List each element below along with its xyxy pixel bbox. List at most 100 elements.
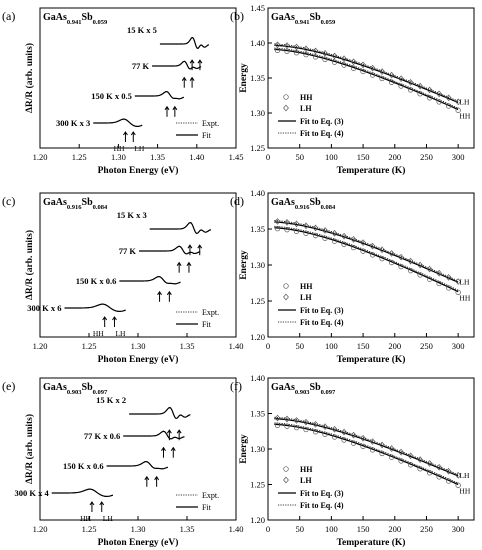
lh-point [341,428,347,436]
lh-point [284,219,290,226]
hh-point [388,454,395,460]
lh-point [379,246,385,254]
legend-label: HH [300,282,313,291]
lh-point [426,86,433,94]
y-tick-label: 1.25 [250,143,265,153]
y-tick-label: 1.30 [250,444,265,454]
y-axis-label: ΔR/R (arb. units) [24,414,35,484]
x-tick-label: 200 [388,152,401,162]
x-tick-label: 150 [357,524,370,534]
lh-point [312,47,319,55]
x-tick-label: 1.30 [131,524,146,534]
lh-point [436,269,442,277]
hh-point [398,458,404,464]
legend-label: LH [300,476,312,485]
compound-title: GaAs0.941Sb0.059 [43,12,108,26]
hh-point [445,478,452,484]
chart-panel-c: (c) GaAs0.916Sb0.084 1.20 1.25 1.30 1.35 1.40 P… [2,192,243,365]
lh-point [284,42,290,49]
x-tick-label: 1.25 [82,524,97,534]
spectrum-label: 300 K x 3 [56,118,90,128]
title-subscript: 0.941 [295,19,310,26]
lh-point [388,445,395,452]
lh-point [341,55,347,63]
lh-mark: LH [115,329,126,338]
end-label-hh: HH [459,112,470,121]
spectrum-fit [93,118,143,128]
fit-eq3-hh [274,227,459,293]
x-tick-label: 1.45 [229,152,244,162]
title-element: Sb [82,382,94,393]
y-tick-label: 1.35 [250,409,265,419]
fit-eq4-lh [274,220,459,282]
end-label-lh: LH [459,98,470,107]
panel-label: (b) [230,9,244,23]
spectrum-fit [51,488,114,498]
compound-title: GaAs0.941Sb0.059 [271,12,336,26]
lh-point [331,425,338,433]
spectrum-fit [152,60,202,70]
hh-point [360,68,366,75]
arrow-head [112,316,117,321]
arrow-head [164,105,170,111]
spectrum-fit [138,245,201,255]
spectrum-label: 15 K x 5 [127,25,157,35]
title-element: GaAs [271,197,295,208]
lh-point [436,90,442,98]
lh-point [303,418,309,426]
legend-label-fit: Fit [202,320,212,329]
plot-frame [267,192,475,338]
lh-point [360,61,366,69]
lh-point [407,79,414,86]
legend-marker-lh [283,293,289,301]
x-tick-label: 1.25 [72,152,87,162]
legend-marker-hh [283,94,289,100]
legend-label: Fit to Eq. (4) [300,318,344,327]
hh-point [417,466,423,472]
x-tick-label: 1.20 [33,524,48,534]
hh-point [293,50,300,56]
chart-panel-a: (a) GaAs0.941Sb0.059 1.20 1.25 1.30 1.35 1.40 1… [2,7,244,176]
lh-point [388,71,395,79]
y-axis-label: ΔR/R (arb. units) [24,43,35,113]
arrow-head [144,475,150,481]
hh-point [303,426,309,433]
x-axis-label: Photon Energy (eV) [98,537,179,548]
panel-label: (c) [2,194,15,208]
legend-marker-hh [283,466,289,472]
title-subscript: 0.097 [93,389,108,396]
legend-label: HH [300,465,313,474]
hh-point [445,103,452,109]
y-tick-label: 1.25 [250,296,265,306]
hh-point [398,83,404,89]
x-tick-label: 1.35 [180,524,195,534]
x-tick-label: 250 [420,152,433,162]
legend-label-expt: Expt. [202,119,219,128]
x-tick-label: 150 [357,152,370,162]
hh-point [293,228,300,234]
spectrum-fit [106,461,168,470]
lh-point [350,431,357,439]
lh-point [360,434,366,442]
arrow-head [102,316,108,321]
lh-point [274,414,281,422]
lh-point [322,227,328,234]
x-tick-label: 1.40 [229,524,244,534]
x-tick-label: 250 [420,524,433,534]
arrow-head [187,244,193,249]
arrow-head [99,501,105,506]
y-tick-label: 1.40 [250,38,265,48]
lh-point [417,82,423,90]
fit-eq4-hh [274,422,459,484]
y-axis-label: Energy [239,434,249,464]
lh-point [293,417,300,424]
chart-panel-b: (b) GaAs0.941Sb0.059 0 50 100 150 200 250 300 Tem… [230,3,475,176]
x-tick-label: 300 [452,524,465,534]
lh-point [293,43,300,51]
hh-point [379,450,385,457]
x-axis-label: Temperature (K) [337,354,406,365]
legend-marker-hh [283,283,289,289]
lh-point [407,452,414,460]
end-label-hh: HH [459,294,470,303]
lh-point [293,220,300,228]
